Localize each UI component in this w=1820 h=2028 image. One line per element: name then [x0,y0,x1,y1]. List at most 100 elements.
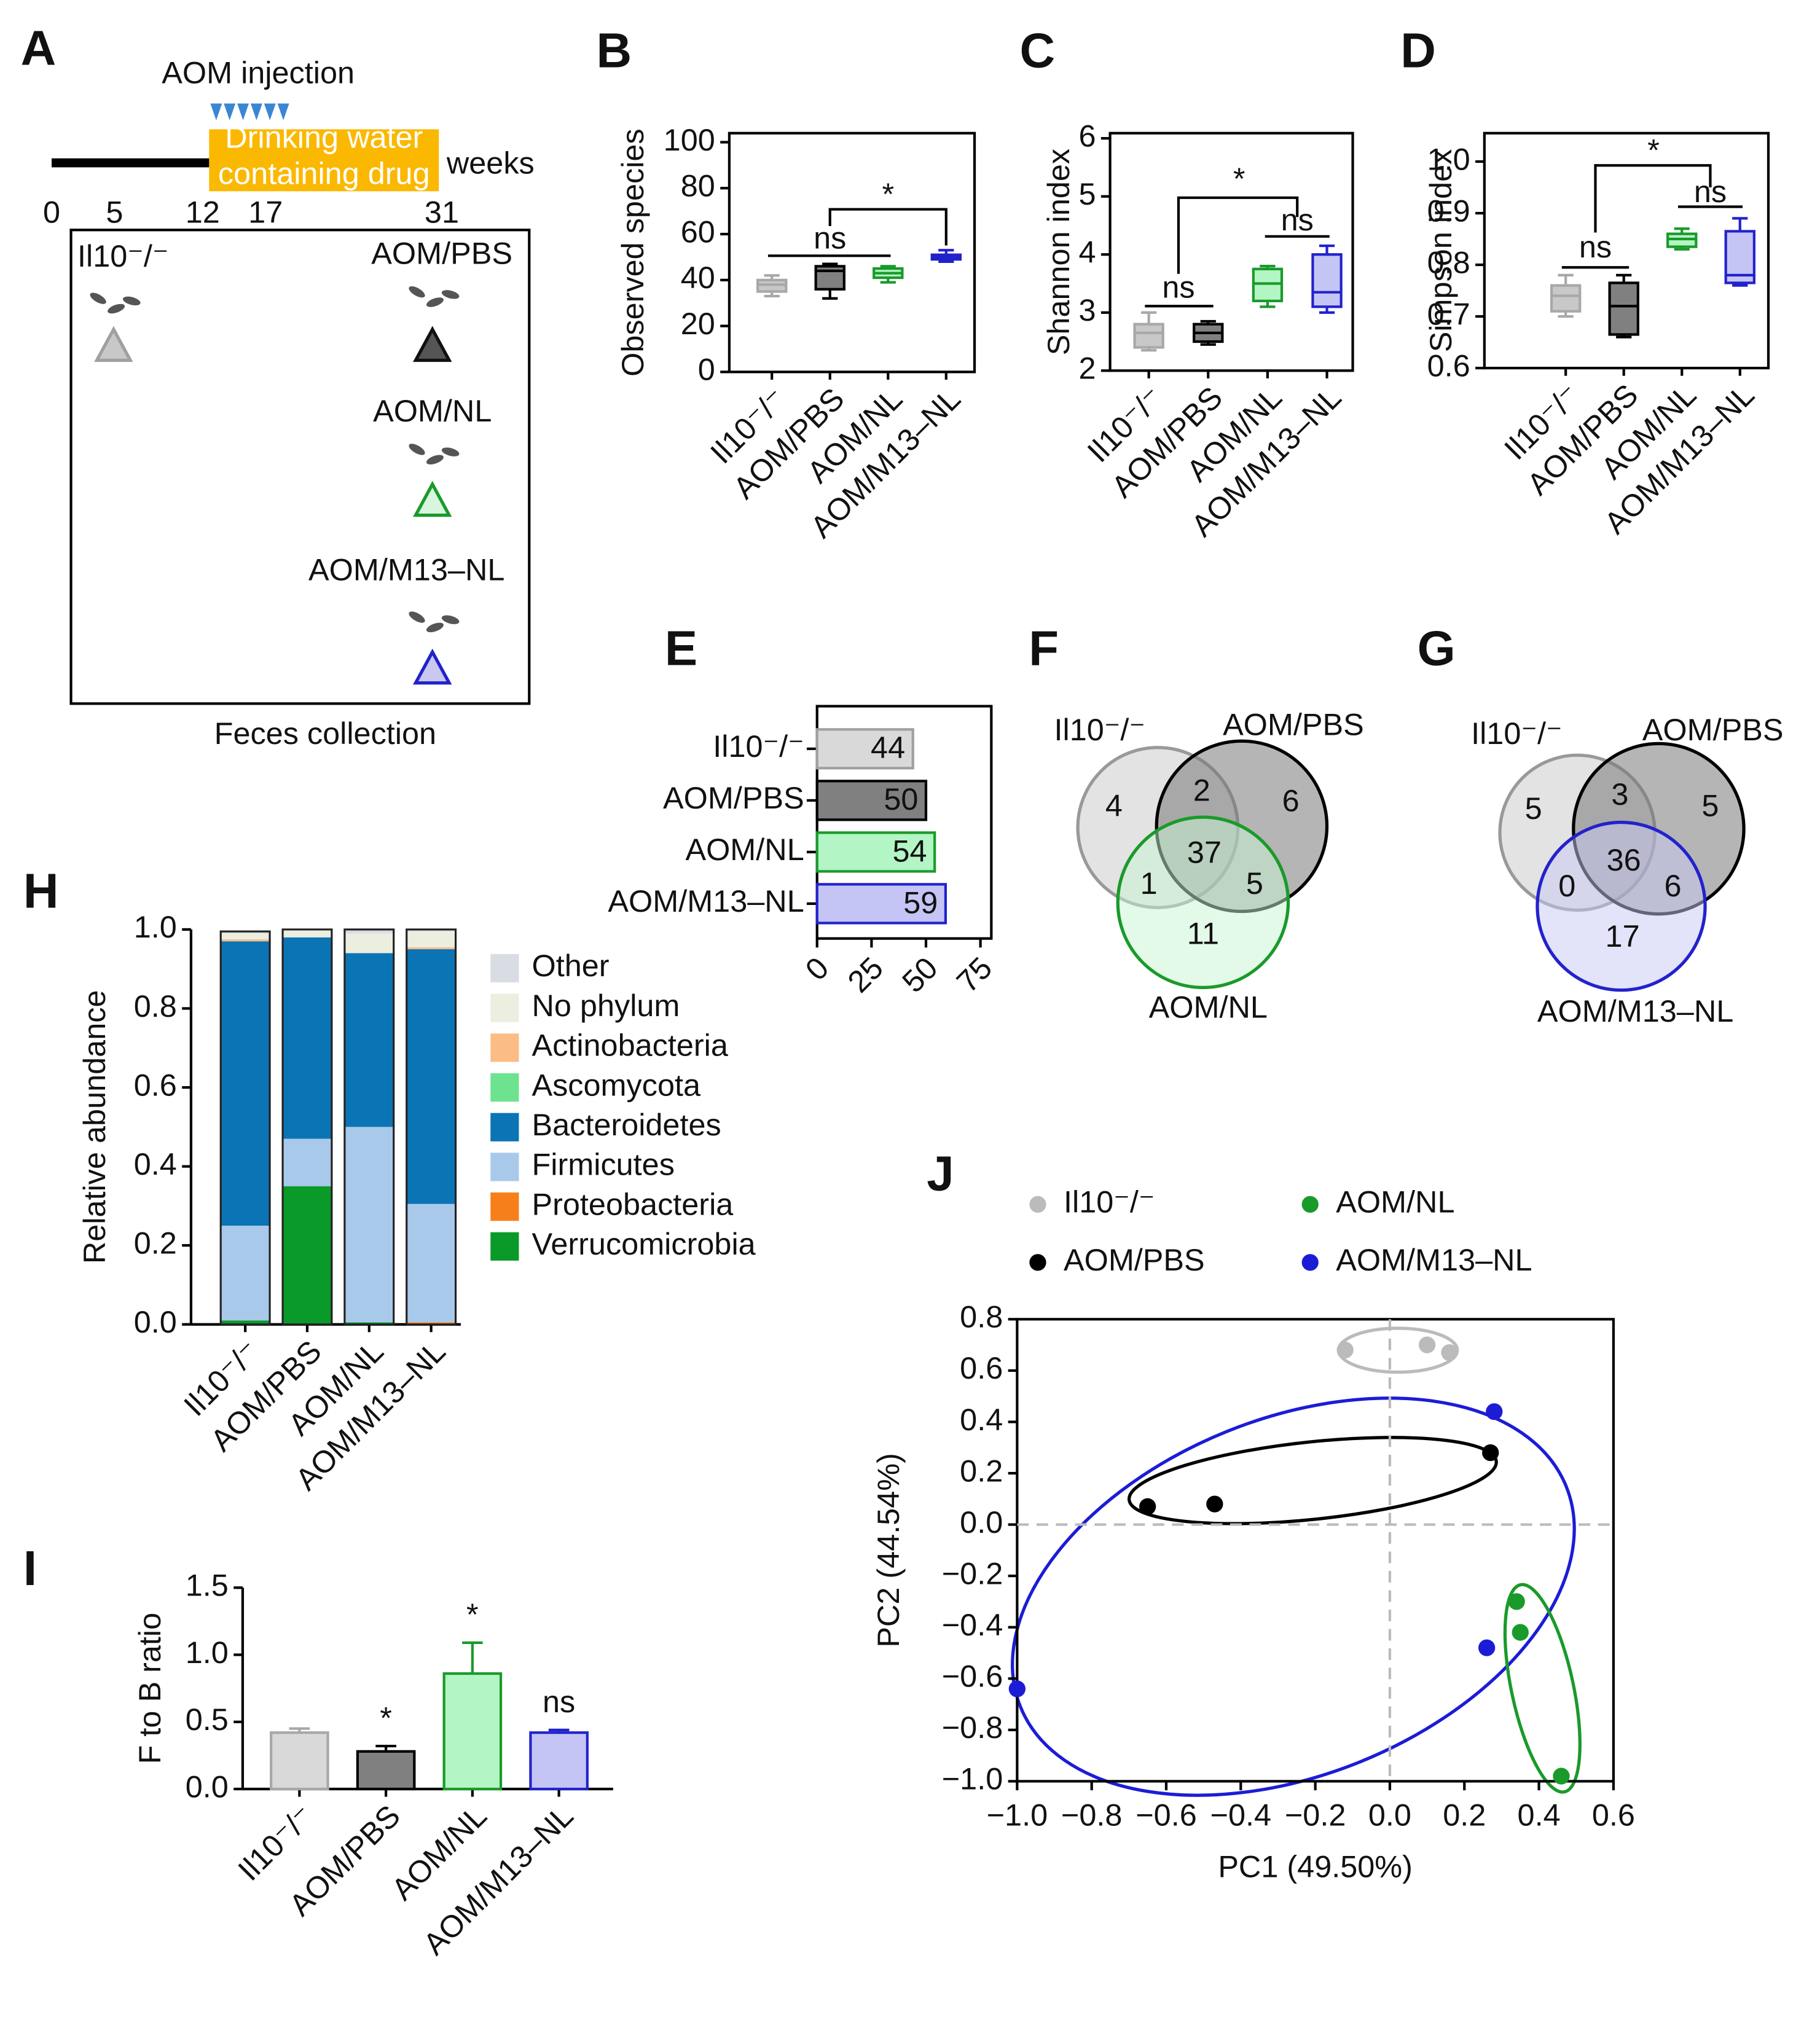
group-marker [94,326,133,362]
point [1206,1495,1223,1513]
data-label: 54 [892,833,927,868]
x-tick-label: 0.0 [1368,1798,1411,1833]
y-tick-label: 80 [681,168,715,203]
x-tick-label: −0.2 [1285,1798,1346,1833]
y-tick-label: 0 [698,352,715,387]
y-tick-label: 0.2 [134,1225,177,1260]
mouse-icon [426,297,444,307]
y-tick-label: 60 [681,214,715,249]
bar-segment [221,1320,270,1325]
panel-letter: G [1418,621,1456,675]
y-axis-label: Shannon index [1041,149,1076,355]
injection-arrow [264,103,276,120]
venn-set-label: AOM/NL [1149,989,1268,1024]
bar [815,780,928,821]
point [1508,1593,1525,1610]
y-tick-label: 0.8 [960,1299,1003,1334]
group-label: AOM/NL [373,393,492,428]
legend-swatch [490,1232,519,1261]
y-tick-label: 0.8 [1427,245,1470,280]
point [1418,1336,1436,1353]
venn-region-count: 3 [1611,777,1628,812]
venn-region-count: 6 [1664,868,1681,903]
point [1482,1444,1499,1462]
plot-frame [728,131,976,374]
legend-label: Other [531,948,609,983]
venn-set-label: AOM/PBS [1223,707,1364,742]
y-axis-label: F to B ratio [132,1613,167,1764]
venn-region-count: 37 [1187,834,1222,869]
y-tick-label: 1.5 [186,1568,229,1603]
significance-label: * [1233,161,1245,196]
significance-label: ns [543,1684,575,1719]
mouse-icon [409,286,425,298]
y-tick-label: 0.4 [960,1402,1003,1437]
x-tick-label: −0.8 [1061,1798,1123,1833]
y-tick-label: 0.7 [1427,296,1470,331]
box [1550,284,1582,313]
legend-swatch [490,1153,519,1181]
y-tick-label: 0.9 [1427,193,1470,228]
venn-region-count: 2 [1193,773,1210,808]
injection-arrow [224,103,236,120]
venn-region-count: 5 [1701,788,1719,823]
bar [529,1731,589,1791]
legend-marker [1029,1196,1046,1213]
bar [815,831,936,873]
x-axis-label: PC1 (49.50%) [1218,1849,1413,1884]
x-tick-label: −0.4 [1210,1798,1272,1833]
x-tick-label: −0.6 [1136,1798,1197,1833]
legend-label: Firmicutes [531,1147,674,1182]
legend-marker [1301,1254,1319,1271]
footer-label: Feces collection [214,716,436,751]
bar [815,728,914,770]
venn-region-count: 17 [1606,918,1640,953]
y-tick-label: 40 [681,260,715,295]
bar-segment [221,939,270,942]
venn-region-count: 11 [1187,916,1219,951]
mouse-icon [409,611,425,623]
point [1139,1498,1156,1515]
bar-segment [406,1322,456,1325]
panel-letter: F [1029,621,1059,675]
y-tick-label: 0.0 [960,1505,1003,1540]
panel-letter: A [21,20,57,75]
y-tick-label: 1.0 [186,1635,229,1670]
y-tick-label: 0.0 [134,1304,177,1339]
legend-swatch [490,1073,519,1102]
y-axis-label: Relative abundance [77,990,112,1264]
significance-bracket [1177,196,1299,274]
box [1608,281,1639,336]
group-frame [69,229,531,705]
venn-set-label: AOM/PBS [1642,712,1784,747]
timeline-tick: 31 [425,194,459,229]
y-tick-label: AOM/M13–NL [608,883,804,918]
drug-label: Drinking water [225,120,423,155]
point [1008,1680,1026,1697]
mouse-icon [90,292,106,304]
y-tick-label: −1.0 [942,1761,1003,1796]
y-tick-label: 1.0 [1427,141,1470,176]
group-label: Il10⁻/⁻ [77,238,169,273]
significance-label: * [882,176,894,211]
legend-label: Proteobacteria [531,1186,734,1221]
legend-label: Bacteroidetes [531,1107,721,1142]
mouse-icon [441,290,460,299]
injection-arrow [237,103,249,120]
legend-label: Il10⁻/⁻ [1064,1184,1155,1220]
data-label: 59 [903,885,938,920]
bar-segment [344,953,394,1127]
legend-label: No phylum [531,988,680,1023]
data-label: 44 [871,730,905,765]
x-tick-label: −1.0 [987,1798,1048,1833]
bar-segment [221,941,270,1226]
venn-set-label: Il10⁻/⁻ [1471,716,1563,751]
y-tick-label: AOM/PBS [663,780,804,815]
y-tick-label: 0.0 [186,1769,229,1804]
cluster-ellipse [1503,1583,1582,1794]
significance-bracket [1594,164,1712,233]
y-tick-label: Il10⁻/⁻ [713,729,804,764]
point [1441,1344,1458,1361]
data-label: 50 [884,781,918,816]
